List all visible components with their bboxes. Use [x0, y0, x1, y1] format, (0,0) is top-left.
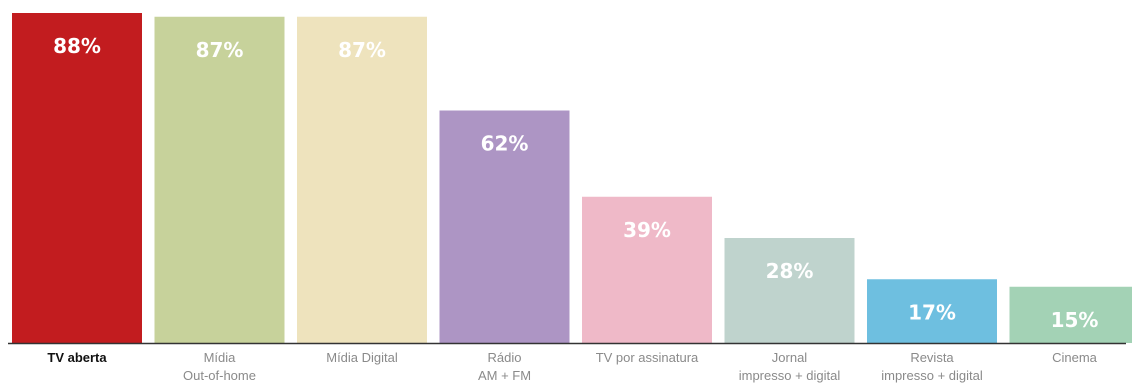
bar-tv-aberta [12, 13, 142, 343]
bar-tv-por-assinatura [582, 196, 712, 343]
bar-jornal-impresso-digital [724, 238, 855, 343]
value-label-midia-out-of-home: 87% [196, 38, 244, 62]
category-label-radio-am-fm: Rádio AM + FM [478, 350, 531, 383]
value-label-cinema: 15% [1051, 308, 1099, 332]
bar-revista-impresso-digital [867, 279, 997, 343]
value-label-jornal-impresso-digital: 28% [766, 259, 814, 283]
value-label-revista-impresso-digital: 17% [908, 300, 956, 324]
category-label-revista-impresso-digital: Revista impresso + digital [881, 350, 983, 383]
value-label-tv-aberta: 88% [53, 34, 101, 58]
category-label-tv-aberta: TV aberta [47, 350, 107, 365]
category-labels-group: TV aberta Mídia Out-of-home Mídia Digital Rá… [47, 350, 1097, 383]
value-label-tv-por-assinatura: 39% [623, 218, 671, 242]
category-label-cinema: Cinema [1052, 350, 1098, 365]
category-label-midia-out-of-home: Mídia Out-of-home [183, 350, 256, 383]
category-label-midia-digital: Mídia Digital [326, 350, 398, 365]
value-label-radio-am-fm: 62% [481, 132, 529, 156]
bar-radio-am-fm [439, 110, 570, 343]
category-label-jornal-impresso-digital: Jornal impresso + digital [739, 350, 841, 383]
bar-cinema [1009, 286, 1132, 343]
bar-midia-out-of-home [154, 16, 285, 343]
value-label-midia-digital: 87% [338, 38, 386, 62]
bars-group [12, 13, 1132, 343]
value-labels-group: 88% 87% 87% 62% 39% 28% 17% 15% [53, 34, 1098, 332]
category-label-tv-por-assinatura: TV por assinatura [596, 350, 699, 365]
bar-midia-digital [297, 16, 427, 343]
